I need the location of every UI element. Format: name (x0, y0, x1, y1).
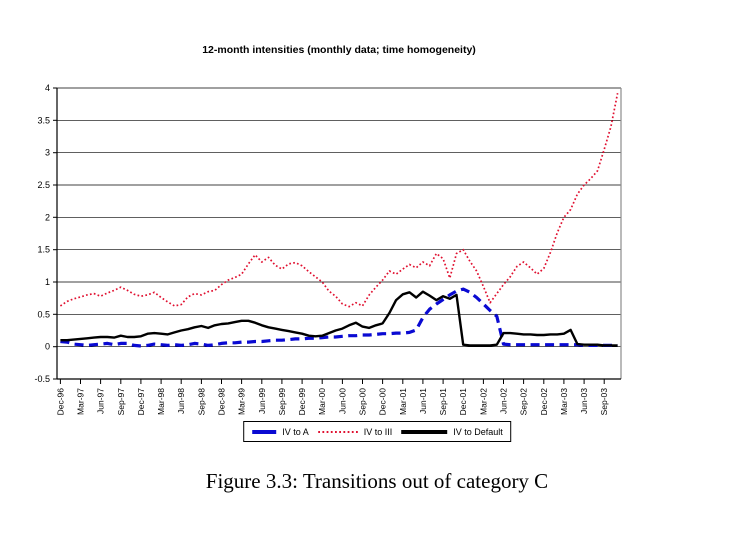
y-tick-label: 1 (45, 277, 50, 287)
x-tick-label: Sep-99 (277, 388, 287, 416)
legend-item-iv-to-default: IV to Default (400, 427, 503, 437)
x-tick-label: Dec-98 (217, 388, 227, 416)
x-tick-label: Sep-97 (116, 388, 126, 416)
legend-label: IV to Default (453, 426, 503, 437)
x-tick-label: Mar-00 (317, 388, 327, 415)
y-tick-label: 3 (45, 148, 50, 158)
red-dotted-line-sample (317, 430, 358, 433)
series-iv-to-a (60, 287, 618, 348)
legend-label: IV to III (363, 426, 393, 437)
x-tick-label: Sep-03 (599, 388, 609, 416)
x-tick-label: Sep-02 (519, 388, 529, 416)
x-tick-label: Mar-02 (478, 388, 488, 415)
series-iv-to-default (60, 290, 618, 347)
x-tick-label: Dec-00 (378, 388, 388, 416)
x-tick-label: Dec-99 (297, 388, 307, 416)
x-tick-label: Sep-01 (438, 388, 448, 416)
x-tick-label: Jun-98 (176, 388, 186, 414)
x-tick-label: Jun-99 (257, 388, 267, 414)
x-tick-label: Mar-99 (237, 388, 247, 415)
y-tick-labels: 4 3.5 3 2.5 2 1.5 1 0.5 0 -0.5 (34, 83, 57, 384)
x-tick-label: Mar-03 (559, 388, 569, 415)
x-tick-label: Sep-98 (196, 388, 206, 416)
x-tick-labels: Dec-96 Mar-97 Jun-97 Sep-97 Dec-97 Mar-98 Jun-… (55, 379, 609, 415)
x-tick-label: Jun-97 (96, 388, 106, 414)
x-tick-label: Dec-96 (55, 388, 65, 416)
legend-item-iv-to-a: IV to A (251, 427, 317, 437)
y-tick-label: 1.5 (37, 245, 50, 255)
chart-legend: IV to A IV to III IV to Default (243, 421, 511, 442)
y-tick-label: 0.5 (37, 309, 50, 319)
legend-item-iv-to-iii: IV to III (317, 427, 401, 437)
x-tick-label: Dec-01 (458, 388, 468, 416)
y-tick-label: -0.5 (34, 374, 50, 384)
line-chart: 4 3.5 3 2.5 2 1.5 1 0.5 0 -0.5 Dec-96 Mar-97 Jun-97 S… (34, 83, 622, 415)
y-tick-label: 2 (45, 212, 50, 222)
y-tick-label: 4 (45, 83, 50, 93)
figure-caption: Figure 3.3: Transitions out of category … (205, 469, 549, 493)
x-tick-label: Sep-00 (358, 388, 368, 416)
black-solid-line-sample (401, 429, 448, 434)
chart-title: 12-month intensities (monthly data; time… (202, 44, 476, 56)
x-tick-label: Dec-97 (136, 388, 146, 416)
x-tick-label: Dec-02 (539, 388, 549, 416)
x-tick-label: Mar-01 (398, 388, 408, 415)
x-tick-label: Jun-00 (337, 388, 347, 414)
x-tick-label: Jun-03 (579, 388, 589, 414)
y-tick-label: 0 (45, 342, 50, 352)
x-tick-label: Jun-02 (499, 388, 509, 414)
y-tick-label: 3.5 (37, 115, 50, 125)
series-iv-to-iii (59, 93, 619, 308)
x-tick-label: Jun-01 (418, 388, 428, 414)
legend-label: IV to A (282, 426, 309, 437)
x-tick-label: Mar-97 (76, 388, 86, 415)
x-tick-label: Mar-98 (156, 388, 166, 415)
blue-dashed-line-sample (252, 429, 277, 434)
y-tick-label: 2.5 (37, 180, 50, 190)
